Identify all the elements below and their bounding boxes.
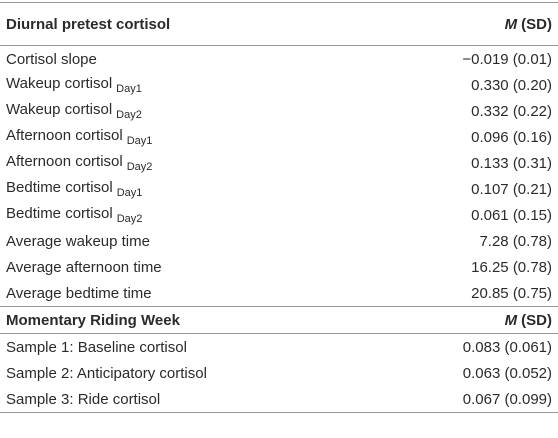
label-subscript: Day1 — [116, 83, 142, 95]
row-value: 0.063 (0.052) — [462, 364, 552, 382]
label-subscript: Day2 — [116, 213, 143, 225]
header-label: Diurnal pretest cortisol — [0, 2, 378, 46]
row-value: −0.019 (0.01) — [462, 50, 552, 68]
label-subscript: Day2 — [116, 109, 142, 121]
data-row: Wakeup cortisol Day2 0.332 (0.22) — [0, 98, 558, 124]
row-label: Afternoon cortisol Day2 — [0, 150, 378, 176]
data-row: Sample 1: Baseline cortisol 0.083 (0.061) — [0, 334, 558, 361]
label-text: Afternoon cortisol — [6, 153, 123, 170]
header-label: Momentary Riding Week — [0, 306, 378, 334]
cortisol-table: Diurnal pretest cortisol M (SD) Cortisol sl… — [0, 2, 558, 413]
row-label: Sample 3: Ride cortisol — [0, 386, 378, 413]
data-row: Sample 2: Anticipatory cortisol 0.063 (0.… — [0, 360, 558, 386]
row-value: 0.096 (0.16) — [471, 128, 552, 146]
data-row: Afternoon cortisol Day1 0.096 (0.16) — [0, 124, 558, 150]
label-subscript: Day2 — [126, 161, 153, 173]
stat-symbol: M — [504, 15, 518, 33]
row-label: Average afternoon time — [0, 254, 378, 280]
label-text: Wakeup cortisol — [6, 75, 113, 92]
row-value: 0.067 (0.099) — [377, 386, 558, 413]
row-label: Bedtime cortisol Day1 — [0, 176, 378, 202]
label-text: Average afternoon time — [6, 258, 162, 276]
label-text: Average wakeup time — [6, 232, 150, 250]
row-label: Average wakeup time — [0, 228, 378, 254]
data-row: Cortisol slope −0.019 (0.01) — [0, 46, 558, 73]
row-value: 20.85 (0.75) — [471, 284, 552, 302]
row-label: Wakeup cortisol Day2 — [0, 98, 378, 124]
stat-rest: (SD) — [521, 15, 552, 33]
data-row: Bedtime cortisol Day2 0.061 (0.15) — [0, 202, 558, 228]
label-text: Bedtime cortisol — [6, 179, 113, 196]
data-row: Afternoon cortisol Day2 0.133 (0.31) — [0, 150, 558, 176]
data-row: Sample 3: Ride cortisol 0.067 (0.099) — [0, 386, 558, 413]
data-row: Average wakeup time 7.28 (0.78) — [0, 228, 558, 254]
header-stat: M (SD) — [377, 306, 558, 334]
data-row: Average bedtime time 20.85 (0.75) — [0, 280, 558, 307]
stat-rest: (SD) — [521, 311, 552, 329]
row-label: Bedtime cortisol Day2 — [0, 202, 378, 228]
row-label: Wakeup cortisol Day1 — [0, 72, 378, 98]
row-value: 0.133 (0.31) — [471, 154, 552, 172]
label-subscript: Day1 — [116, 187, 143, 199]
label-text: Sample 2: Anticipatory cortisol — [6, 364, 207, 382]
row-label: Sample 1: Baseline cortisol — [0, 334, 378, 361]
label-text: Average bedtime time — [6, 284, 152, 302]
row-value: 7.28 (0.78) — [479, 232, 552, 250]
label-text: Sample 1: Baseline cortisol — [6, 338, 187, 356]
row-value: 0.107 (0.21) — [471, 180, 552, 198]
row-label: Average bedtime time — [0, 280, 378, 307]
stat-symbol: M — [504, 311, 518, 329]
label-text: Bedtime cortisol — [6, 205, 113, 222]
label-subscript: Day1 — [126, 135, 153, 147]
row-label: Sample 2: Anticipatory cortisol — [0, 360, 378, 386]
header-row: Momentary Riding Week M (SD) — [0, 306, 558, 334]
label-text: Cortisol slope — [6, 50, 97, 68]
row-value: 0.061 (0.15) — [471, 206, 552, 224]
data-row: Wakeup cortisol Day1 0.330 (0.20) — [0, 72, 558, 98]
row-value: 0.332 (0.22) — [471, 102, 552, 120]
header-stat: M (SD) — [377, 2, 558, 46]
label-text: Afternoon cortisol — [6, 127, 123, 144]
header-row: Diurnal pretest cortisol M (SD) — [0, 2, 558, 46]
data-row: Average afternoon time 16.25 (0.78) — [0, 254, 558, 280]
row-label: Afternoon cortisol Day1 — [0, 124, 378, 150]
table-body: Diurnal pretest cortisol M (SD) Cortisol sl… — [0, 2, 558, 413]
row-value: 0.083 (0.061) — [462, 338, 552, 356]
label-text: Wakeup cortisol — [6, 101, 113, 118]
row-value: 16.25 (0.78) — [471, 258, 552, 276]
data-row: Bedtime cortisol Day1 0.107 (0.21) — [0, 176, 558, 202]
row-label: Cortisol slope — [0, 46, 378, 73]
row-value: 0.330 (0.20) — [471, 76, 552, 94]
label-text: Sample 3: Ride cortisol — [6, 390, 161, 408]
